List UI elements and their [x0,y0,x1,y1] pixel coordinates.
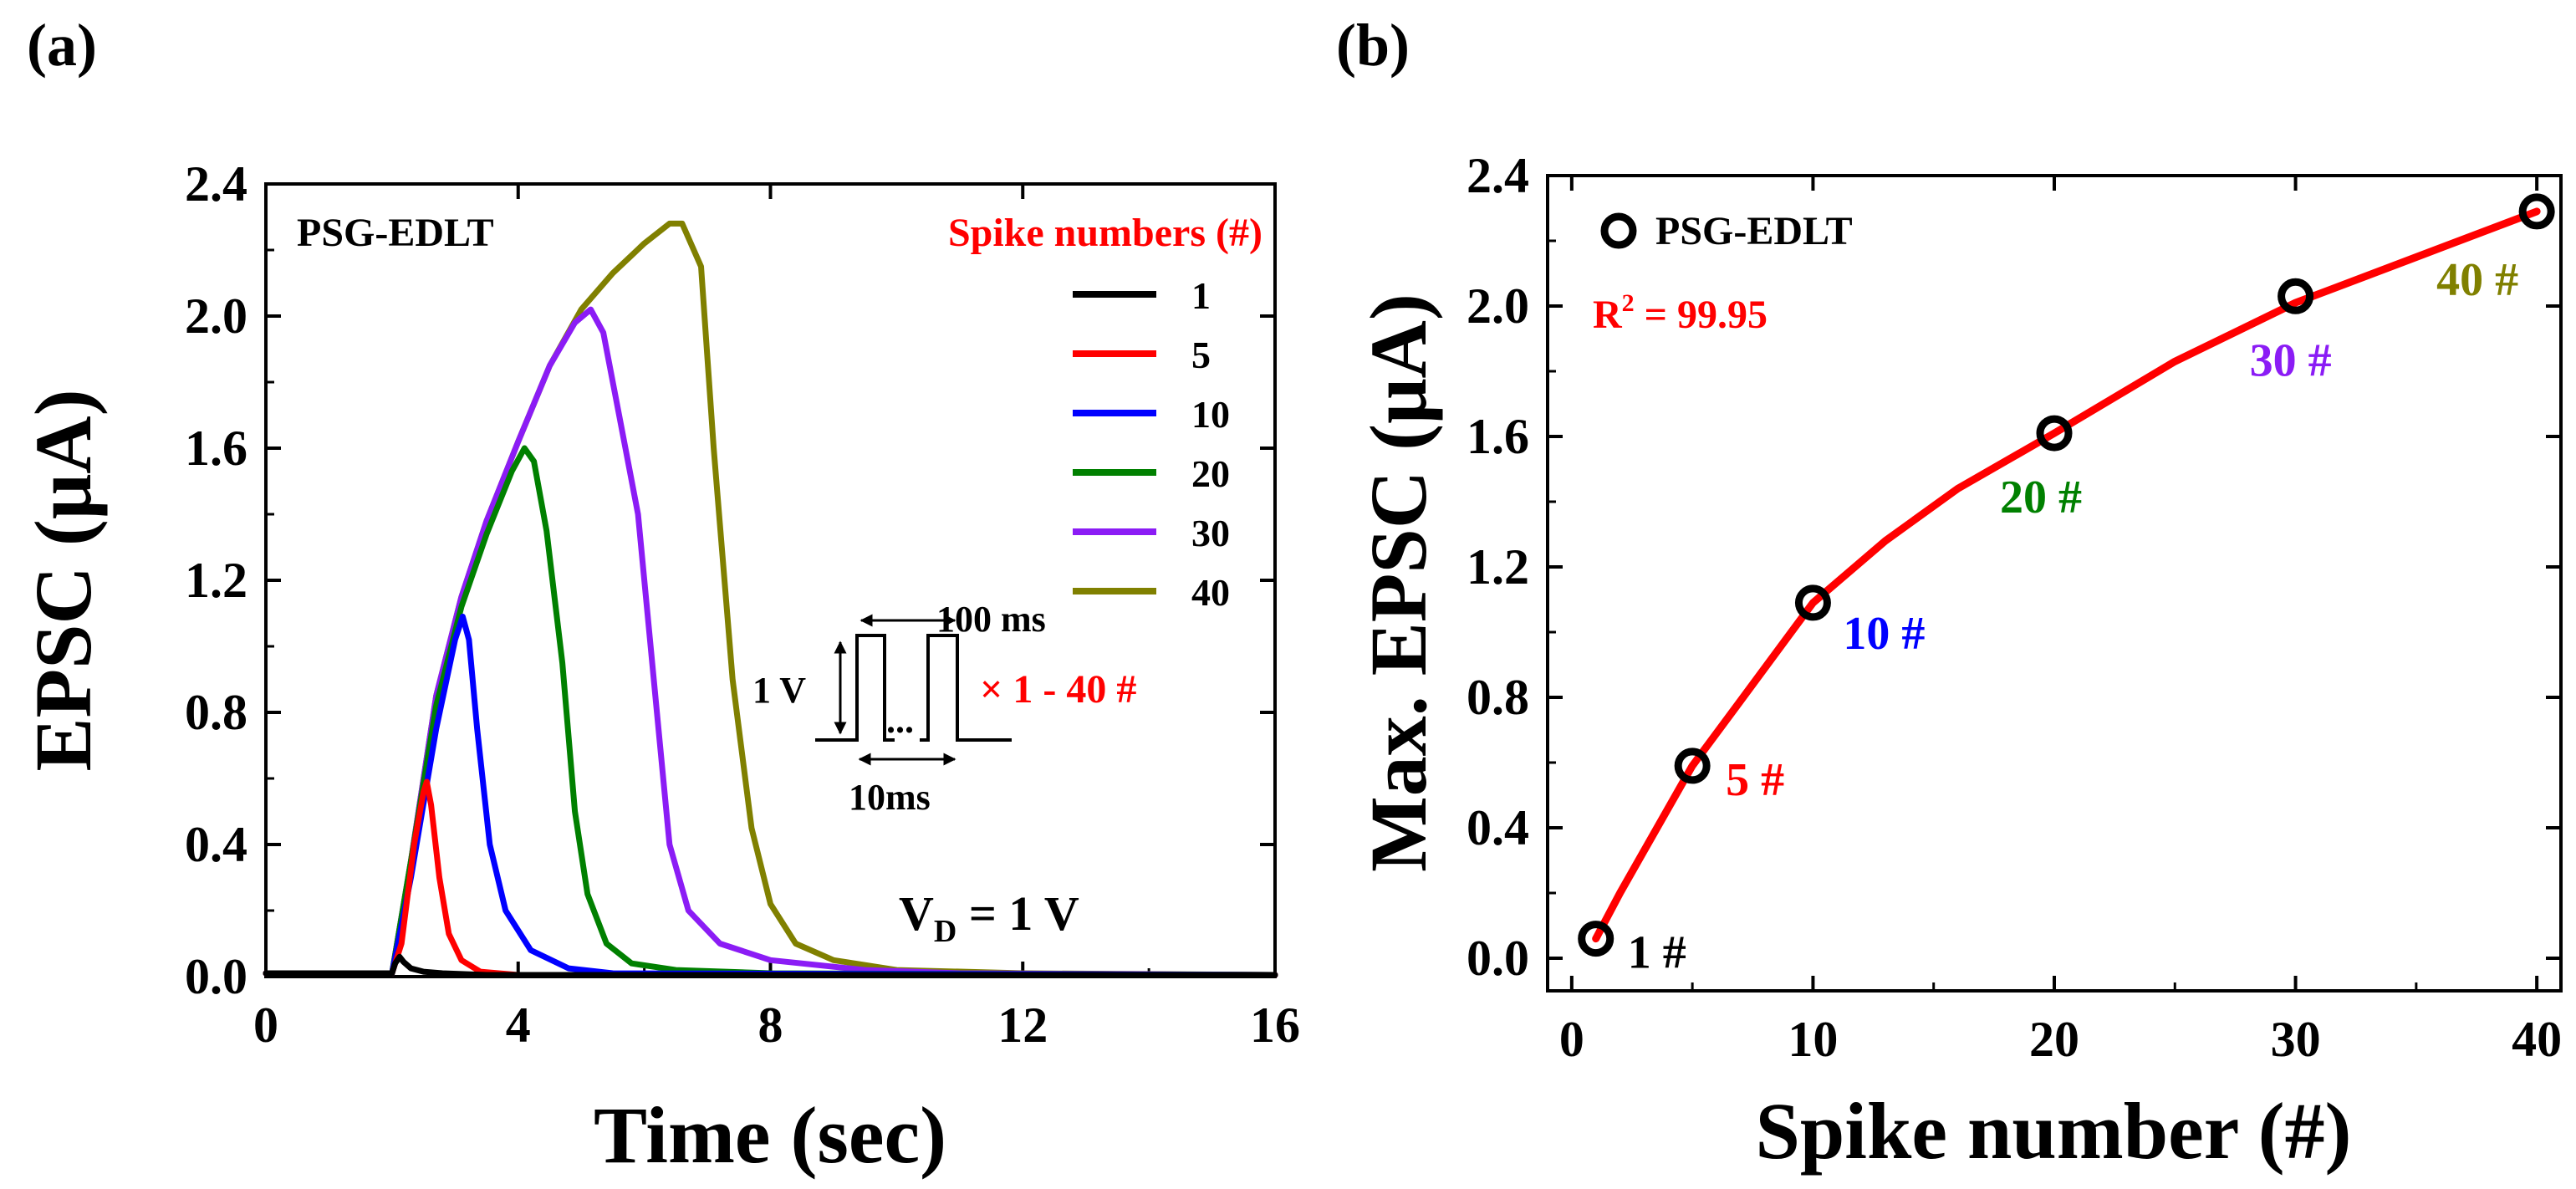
panel-a-condition-label: VD = 1 V [899,886,1079,949]
point-label-40: 40 # [2436,254,2518,306]
data-point-5 [1674,748,1711,784]
panel-a-ytick-label: 0.8 [185,685,247,740]
series-line-40 [263,220,1278,978]
panel-a-xtick-label: 4 [506,998,531,1053]
inset-interval: 10ms [849,777,931,818]
series-line-20 [263,445,1278,978]
panel-b-points: 1 # 5 # 10 # 20 # 30 # 40 # [1578,193,2555,979]
point-label-10: 10 # [1843,608,1925,660]
panel-b-ticks: 0 10 20 30 40 0.0 0.4 0.8 1.2 1.6 2.0 2.4 [1467,148,2562,1067]
legend-label-5: 5 [1191,334,1211,376]
panel-a-xlabel: Time (sec) [594,1090,946,1180]
point-label-5: 5 # [1726,754,1784,806]
pulse-train-icon [815,634,1012,742]
inset-ellipsis: ... [886,700,914,741]
fit-curve [1592,207,2541,943]
panel-a-series [263,220,1278,978]
data-point-30 [2278,278,2314,314]
panel-a-xtick-label: 12 [997,998,1048,1053]
panel-a-device-label: PSG-EDLT [297,211,494,255]
panel-a-chart: 0 4 8 12 160.00.40.81.21.62.02.4 Time (sec) … [18,156,1300,1180]
panel-b-xtick-label: 30 [2271,1012,2321,1067]
panel-b-ytick-label: 0.0 [1467,931,1529,986]
condition-subscript: D [934,914,956,949]
panel-b-chart: 0 10 20 30 40 0.0 0.4 0.8 1.2 1.6 2.0 2.4 1 # 5 # 10 … [1354,148,2563,1176]
legend-items: 1 5 10 20 30 40 [1073,274,1230,614]
panel-a-xtick-label: 8 [758,998,783,1053]
inset-repeat: × 1 - 40 # [980,667,1136,712]
pulse-inset: ... 100 ms 1 V 10ms × 1 - 40 # [752,599,1136,818]
panel-b-ytick-label: 2.0 [1467,278,1529,334]
panel-a-xtick-label: 0 [253,998,278,1053]
panel-a-ticks: 0 4 8 12 16 0.0 0.4 0.8 1.2 1.6 2.0 2.4 [185,156,1300,1053]
panel-b-xtick-label: 40 [2512,1012,2562,1067]
r2-prefix: R [1593,293,1623,337]
fit-r2-label: R2 = 99.95 [1593,289,1767,337]
legend-label-40: 40 [1191,571,1230,614]
panel-b-fit [1592,207,2541,943]
panel-b-xlabel: Spike number (#) [1755,1086,2351,1176]
inset-pulse-width: 100 ms [936,599,1046,640]
series-line-5 [263,778,1278,978]
panel-b-ylabel: Max. EPSC (μA) [1354,293,1443,872]
condition-value: = 1 V [956,886,1079,941]
legend-label-1: 1 [1191,274,1211,317]
panel-b-xtick-label: 10 [1788,1012,1838,1067]
panel-a-ylabel: EPSC (μA) [18,389,108,771]
legend-marker-icon [1600,212,1637,249]
panel-b-ytick-label: 1.2 [1467,539,1529,594]
series-line-30 [263,306,1278,978]
panel-a-ytick-label: 0.0 [185,949,247,1004]
point-label-1: 1 # [1628,927,1686,979]
panel-a-ytick-label: 0.4 [185,817,247,872]
panel-label-b: (b) [1336,12,1410,79]
data-point-10 [1794,584,1831,621]
r2-value: = 99.95 [1635,293,1767,337]
data-point-20 [2036,415,2073,452]
condition-v: V [899,886,934,941]
panel-b-ytick-label: 2.4 [1467,148,1529,203]
panel-a-legend: Spike numbers (#) 1 5 10 20 30 40 [948,211,1262,614]
panel-a-ytick-label: 1.6 [185,421,247,476]
panel-a-ytick-label: 1.2 [185,553,247,608]
legend-title: Spike numbers (#) [948,211,1262,255]
legend-label-20: 20 [1191,452,1230,495]
panel-b-ytick-label: 0.8 [1467,670,1529,725]
inset-amplitude: 1 V [752,670,806,711]
data-point-1 [1578,921,1614,957]
panel-a-xtick-label: 16 [1250,998,1300,1053]
panel-b-ytick-label: 0.4 [1467,800,1529,855]
panel-b-xtick-label: 20 [2029,1012,2079,1067]
legend-label-10: 10 [1191,393,1230,436]
panel-a-ytick-label: 2.4 [185,156,247,212]
r2-superscript: 2 [1622,289,1635,317]
panel-b-ytick-label: 1.6 [1467,409,1529,464]
panel-b-legend-label: PSG-EDLT [1655,209,1853,253]
point-label-20: 20 # [2000,472,2082,523]
legend-label-30: 30 [1191,512,1230,554]
series-line-1 [263,953,1278,978]
panel-a-ytick-label: 2.0 [185,288,247,344]
data-point-40 [2518,193,2555,230]
panel-b-xtick-label: 0 [1559,1012,1584,1067]
panel-b-legend: PSG-EDLT [1600,209,1853,253]
panel-label-a: (a) [27,12,97,79]
point-label-30: 30 # [2250,334,2332,386]
